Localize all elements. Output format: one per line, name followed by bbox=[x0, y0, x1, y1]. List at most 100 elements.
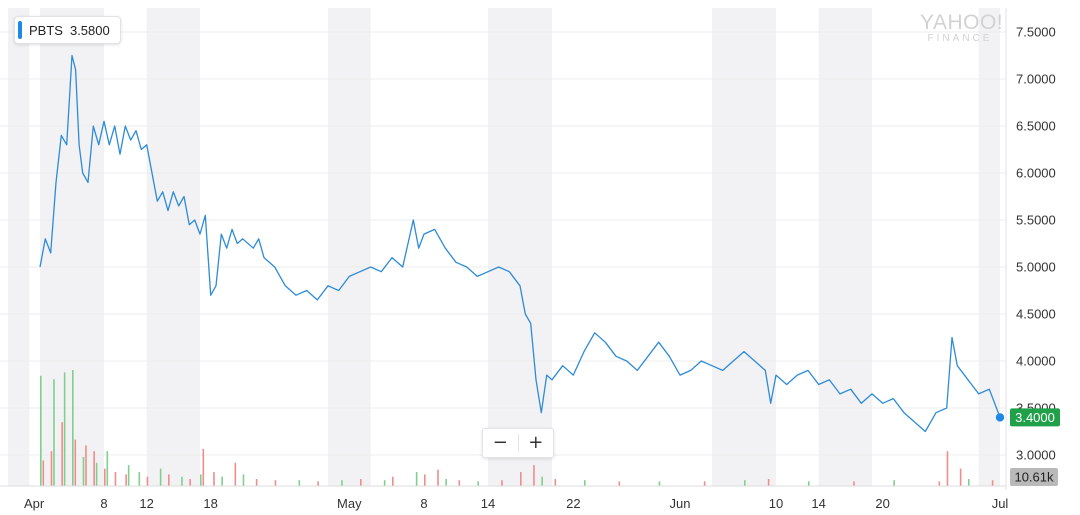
price-series bbox=[39, 54, 1005, 433]
volume-bar bbox=[298, 480, 301, 486]
volume-bar bbox=[767, 479, 770, 486]
shade-band-6 bbox=[818, 8, 872, 486]
shade-band-0 bbox=[8, 8, 30, 486]
volume-bar bbox=[618, 481, 621, 486]
y-tick-label: 3.0000 bbox=[1016, 448, 1056, 463]
volume-bar bbox=[85, 445, 87, 486]
volume-bar bbox=[415, 472, 418, 486]
volume-bar bbox=[424, 474, 426, 486]
weekend-shading bbox=[8, 8, 1000, 486]
volume-bar bbox=[946, 451, 949, 486]
volume-bar bbox=[127, 465, 130, 486]
volume-bar bbox=[95, 462, 98, 486]
volume-bar bbox=[255, 479, 258, 486]
volume-label: 10.61k bbox=[1014, 470, 1054, 485]
volume-bar bbox=[554, 479, 557, 486]
volume-bar bbox=[104, 468, 106, 486]
x-axis: Apr 8 12 18 May 8 14 22 Jun 10 14 20 Jul bbox=[0, 485, 1009, 511]
volume-bar bbox=[146, 476, 149, 486]
volume-bar bbox=[138, 472, 141, 486]
x-tick-label: 10 bbox=[769, 496, 783, 511]
y-tick-label: 7.5000 bbox=[1016, 25, 1056, 40]
y-tick-label: 6.0000 bbox=[1016, 166, 1056, 181]
ticker-value: 3.5800 bbox=[69, 22, 110, 38]
zoom-out-button[interactable]: − bbox=[483, 429, 518, 457]
x-tick-label: Jun bbox=[670, 496, 691, 511]
shade-band-3 bbox=[328, 8, 371, 486]
volume-bar bbox=[181, 476, 183, 486]
volume-bar bbox=[40, 375, 42, 486]
volume-bars bbox=[40, 370, 994, 486]
volume-bar bbox=[808, 481, 810, 486]
volume-bar bbox=[968, 479, 970, 486]
volume-bar bbox=[234, 462, 237, 486]
x-tick-label: 8 bbox=[420, 496, 427, 511]
volume-bar bbox=[93, 451, 95, 486]
gridlines bbox=[0, 31, 1006, 456]
x-tick-label: 14 bbox=[811, 496, 825, 511]
y-tick-label: 7.0000 bbox=[1016, 72, 1056, 87]
x-tick-label: Apr bbox=[24, 496, 45, 511]
volume-bar bbox=[159, 468, 162, 486]
volume-bar bbox=[360, 479, 362, 486]
x-tick-label: 12 bbox=[139, 496, 153, 511]
volume-bar bbox=[959, 468, 962, 486]
last-price-marker bbox=[995, 413, 1005, 422]
volume-bar bbox=[533, 465, 535, 486]
y-tick-label: 6.5000 bbox=[1016, 119, 1056, 134]
volume-bar bbox=[458, 480, 461, 486]
volume-bar bbox=[213, 472, 215, 486]
zoom-control: − + bbox=[482, 428, 554, 458]
volume-bar bbox=[584, 480, 586, 486]
x-tick-label: Jul bbox=[992, 496, 1009, 511]
current-price-badge bbox=[1010, 408, 1060, 427]
volume-bar bbox=[42, 460, 45, 486]
zoom-divider bbox=[517, 434, 519, 452]
volume-bar bbox=[991, 480, 994, 486]
volume-bar bbox=[853, 481, 855, 486]
shade-band-4 bbox=[488, 8, 552, 486]
volume-bar bbox=[274, 480, 277, 486]
volume-badge bbox=[1010, 468, 1058, 486]
x-tick-label: 8 bbox=[100, 496, 107, 511]
ticker-symbol: PBTS bbox=[29, 22, 63, 38]
ticker-color-swatch bbox=[18, 21, 22, 39]
volume-bar bbox=[202, 448, 205, 486]
shade-band-5 bbox=[712, 8, 776, 486]
watermark-line-2: FINANCE bbox=[927, 33, 993, 44]
volume-bar bbox=[744, 480, 746, 486]
y-tick-label: 4.0000 bbox=[1016, 354, 1056, 369]
price-line bbox=[39, 54, 1001, 433]
volume-bar bbox=[383, 480, 386, 486]
volume-bar bbox=[61, 422, 63, 486]
y-tick-label: 5.5000 bbox=[1016, 213, 1056, 228]
yahoo-finance-watermark: YAHOO! FINANCE bbox=[920, 11, 1004, 44]
volume-bar bbox=[437, 469, 439, 486]
volume-bar bbox=[106, 451, 109, 486]
watermark-line-1: YAHOO! bbox=[920, 11, 1004, 34]
volume-bar bbox=[114, 472, 117, 486]
volume-bar bbox=[50, 451, 53, 486]
y-tick-label: 5.0000 bbox=[1016, 260, 1056, 275]
x-tick-label: 14 bbox=[481, 496, 495, 511]
volume-bar bbox=[703, 481, 706, 486]
volume-bar bbox=[125, 474, 127, 486]
volume-bar bbox=[200, 474, 202, 486]
current-price-label: 3.4000 bbox=[1015, 410, 1055, 425]
volume-bar bbox=[242, 474, 245, 486]
volume-bar bbox=[938, 481, 941, 486]
volume-bar bbox=[72, 370, 74, 486]
volume-bar bbox=[893, 480, 895, 486]
volume-bar bbox=[82, 457, 85, 486]
zoom-in-button[interactable]: + bbox=[519, 429, 554, 457]
ticker-legend: PBTS 3.5800 bbox=[14, 16, 121, 44]
volume-bar bbox=[189, 479, 191, 486]
x-tick-label: 20 bbox=[875, 496, 889, 511]
volume-bar bbox=[501, 480, 503, 486]
volume-bar bbox=[341, 480, 343, 486]
x-tick-label: May bbox=[337, 496, 362, 511]
x-tick-label: 22 bbox=[566, 496, 580, 511]
volume-bar bbox=[477, 481, 479, 486]
volume-bar bbox=[541, 476, 543, 486]
